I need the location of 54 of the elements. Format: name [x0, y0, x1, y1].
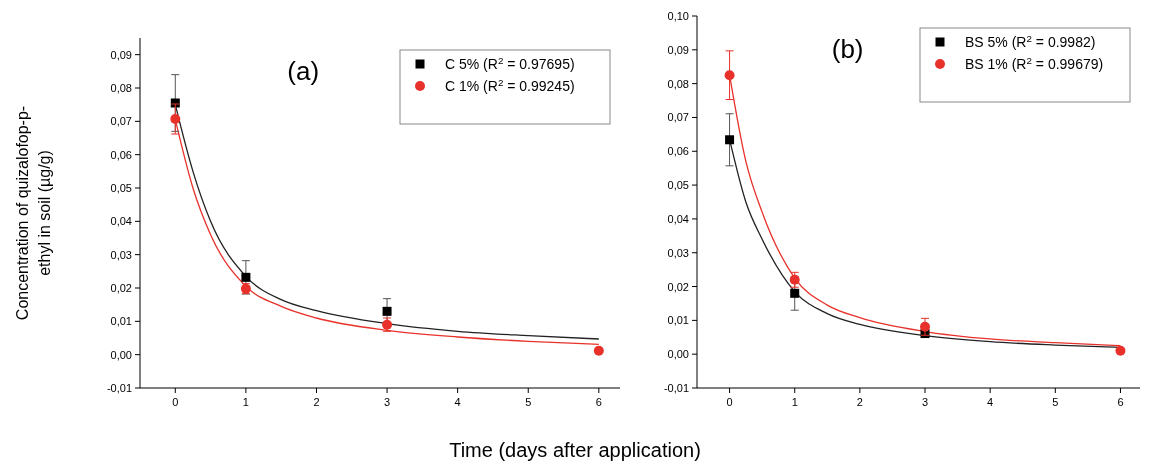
- y-tick-label: 0,01: [667, 314, 689, 327]
- legend-label: BS 5% (R$^{2}$ = 0.9982): [965, 32, 1096, 50]
- y-tick-label: 0,09: [667, 43, 689, 56]
- y-tick-label: 0,09: [110, 48, 132, 61]
- x-tick-label: 4: [454, 396, 461, 408]
- y-tick-label: 0,03: [110, 248, 132, 261]
- y-tick-label: 0,02: [110, 282, 132, 294]
- x-tick-label: 6: [595, 396, 602, 408]
- y-tick-label: 0,07: [110, 115, 132, 128]
- x-tick-label: 2: [856, 396, 863, 408]
- y-tick-label: 0,06: [110, 148, 132, 161]
- point: [920, 321, 931, 332]
- point: [382, 306, 392, 316]
- x-tick-label: 2: [313, 396, 320, 408]
- y-tick-label: 0,03: [667, 246, 689, 259]
- x-tick-label: 5: [525, 396, 532, 408]
- x-tick-label: 0: [172, 396, 179, 408]
- y-tick-label: 0,00: [110, 348, 132, 361]
- point: [170, 114, 181, 124]
- point: [593, 345, 604, 356]
- legend-label: C 5% (R$^{2}$ = 0.97695): [445, 54, 575, 72]
- y-tick-label: 0,04: [667, 212, 689, 225]
- y-tick-label: 0,08: [667, 77, 689, 90]
- point: [725, 135, 735, 145]
- y-tick-label: 0,00: [667, 348, 689, 361]
- y-tick-label: -0,01: [106, 382, 132, 394]
- x-tick-label: 0: [726, 396, 733, 408]
- y-tick-label: 0,01: [110, 315, 132, 328]
- text: (b): [831, 34, 864, 64]
- y-tick-label: 0,05: [667, 179, 689, 192]
- y-tick-label: -0,01: [663, 382, 689, 394]
- y-tick-label: 0,06: [667, 145, 689, 158]
- y-tick-label: 0,04: [110, 215, 132, 228]
- x-tick-label: 1: [242, 396, 249, 408]
- y-tick-label: 0,07: [667, 111, 689, 124]
- x-tick-label: 5: [1052, 396, 1059, 408]
- text: (a): [287, 56, 320, 86]
- x-tick-label: 3: [921, 396, 929, 408]
- y-tick-label: 0,05: [110, 182, 132, 194]
- legend-label: C 1% (R$^{2}$ = 0.99245): [445, 76, 575, 94]
- y-axis-title: Concentration of quizalofop-p-ethyl in soil (µg/g): [14, 105, 53, 321]
- point: [724, 70, 735, 81]
- x-tick-label: 4: [987, 396, 994, 408]
- x-tick-label: 6: [1117, 396, 1124, 408]
- point: [241, 272, 251, 282]
- y-tick-label: 0,02: [667, 280, 689, 293]
- legend-label: BS 1% (R$^{2}$ = 0.99679): [965, 54, 1104, 72]
- x-tick-label: 1: [791, 396, 798, 408]
- point: [1115, 345, 1126, 356]
- point: [790, 288, 800, 298]
- y-tick-label: 0,08: [110, 82, 132, 94]
- y-tick-label: 0,10: [667, 10, 689, 22]
- x-tick-label: 3: [384, 396, 391, 408]
- x-axis-title: Time (days after application): [449, 439, 701, 461]
